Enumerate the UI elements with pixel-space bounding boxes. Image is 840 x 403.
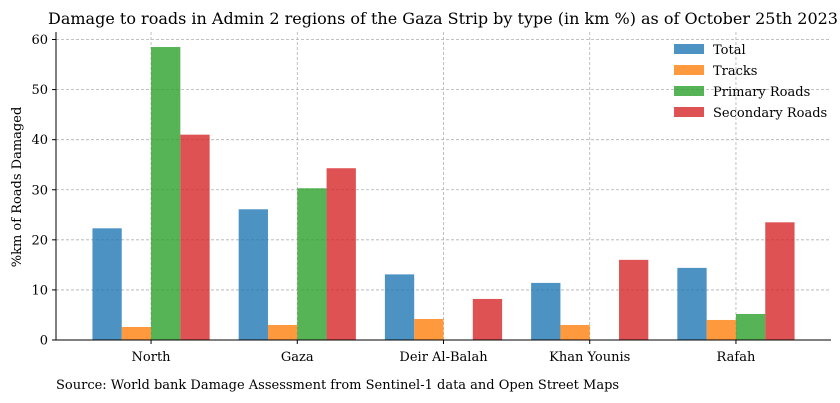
- y-axis-label: %km of Roads Damaged: [10, 107, 25, 268]
- chart-title: Damage to roads in Admin 2 regions of th…: [48, 9, 838, 28]
- bar-total: [384, 274, 415, 340]
- legend-label: Tracks: [713, 64, 757, 79]
- bar-total: [531, 282, 561, 340]
- x-tick-label: North: [132, 350, 172, 365]
- y-tick-label: 0: [40, 334, 48, 349]
- legend-swatch: [674, 86, 704, 96]
- legend-swatch: [674, 65, 704, 75]
- y-tick-label: 30: [31, 183, 48, 198]
- x-tick-label: Khan Younis: [549, 350, 630, 365]
- legend-label: Primary Roads: [713, 85, 810, 100]
- legend-swatch: [674, 44, 704, 54]
- bar-secondary-roads: [472, 298, 503, 340]
- source-note: Source: World bank Damage Assessment fro…: [56, 378, 620, 393]
- legend: Total Tracks Primary Roads Secondary Roads: [674, 43, 827, 121]
- bar-tracks: [121, 326, 152, 340]
- y-tick-label: 60: [31, 33, 48, 48]
- x-tick-label: Rafah: [717, 350, 756, 365]
- ticks-layer: 0 10 20 30 40 50 60 North Gaza Deir Al-Balah Khan …: [31, 33, 756, 365]
- y-tick-label: 40: [31, 133, 48, 148]
- y-tick-label: 20: [31, 233, 48, 248]
- bar-secondary-roads: [326, 168, 356, 340]
- bar-tracks: [267, 324, 298, 340]
- bar-primary-roads: [735, 313, 766, 340]
- legend-label: Total: [713, 43, 746, 58]
- bar-secondary-roads: [765, 222, 795, 340]
- bar-primary-roads: [297, 188, 327, 340]
- y-tick-label: 50: [31, 83, 48, 98]
- y-tick-label: 10: [31, 283, 48, 298]
- bar-total: [92, 228, 122, 340]
- legend-label: Secondary Roads: [713, 106, 827, 121]
- bar-total: [238, 209, 268, 340]
- x-tick-label: Deir Al-Balah: [399, 350, 488, 365]
- bar-tracks: [560, 324, 590, 340]
- bar-tracks: [414, 318, 444, 340]
- bars-layer: [92, 47, 795, 341]
- bar-tracks: [706, 319, 736, 340]
- x-tick-label: Gaza: [281, 350, 314, 365]
- bar-primary-roads: [151, 47, 181, 341]
- bar-secondary-roads: [180, 134, 210, 340]
- bar-secondary-roads: [619, 259, 649, 340]
- legend-swatch: [674, 107, 704, 117]
- bar-total: [677, 267, 707, 340]
